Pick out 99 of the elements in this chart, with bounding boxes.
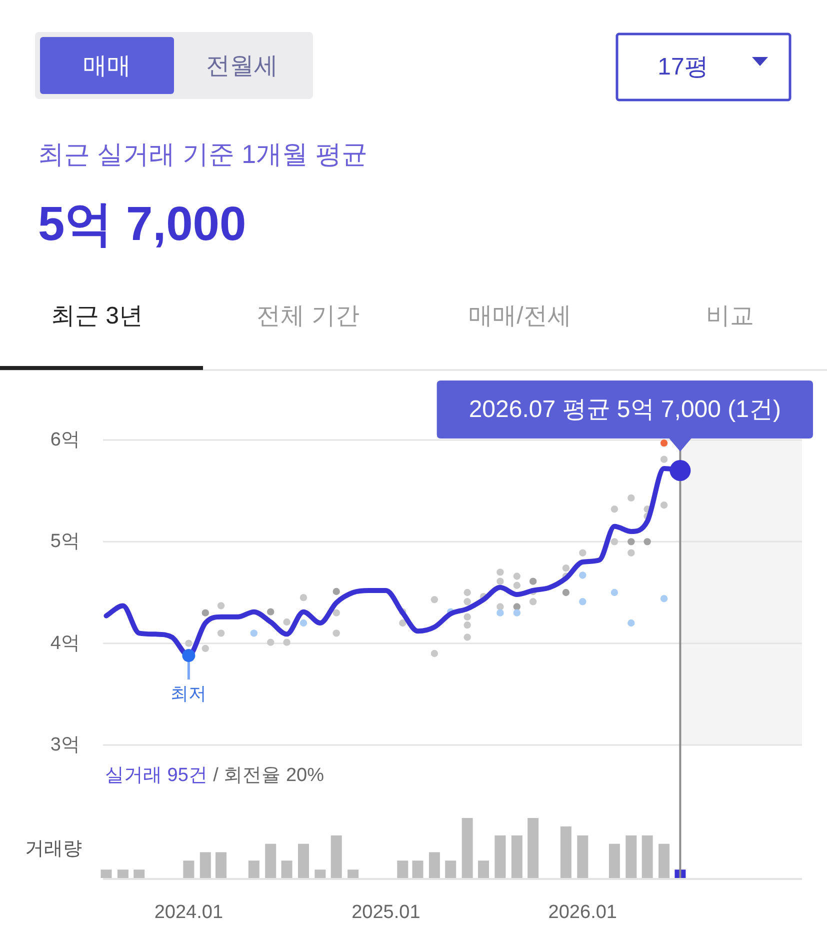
point xyxy=(332,588,340,596)
point xyxy=(332,630,340,637)
bar xyxy=(200,852,211,878)
point xyxy=(513,582,521,589)
point xyxy=(628,549,635,556)
point xyxy=(464,598,471,606)
bar xyxy=(560,826,572,878)
point xyxy=(300,619,308,627)
x-tick-label: 2024.01 xyxy=(154,902,224,923)
point xyxy=(562,564,570,572)
bar xyxy=(511,835,522,878)
annotation: 최저 xyxy=(170,684,207,704)
point xyxy=(430,596,438,604)
point xyxy=(464,613,471,620)
point xyxy=(579,549,586,556)
bar xyxy=(100,870,112,878)
point xyxy=(660,595,668,602)
x-tick-label: 2025.01 xyxy=(352,902,420,923)
bar xyxy=(314,870,326,878)
point xyxy=(513,572,521,580)
bar xyxy=(281,860,292,878)
text: 최근 3년 xyxy=(50,302,144,330)
point xyxy=(332,609,340,616)
point xyxy=(217,602,225,610)
point xyxy=(464,621,471,629)
bar xyxy=(117,870,128,878)
y-tick-label: 4억 xyxy=(50,632,80,654)
text: 최근 실거래 기준 1개월 평균 xyxy=(38,139,368,169)
point xyxy=(283,618,290,626)
point xyxy=(496,603,504,610)
bar xyxy=(528,818,539,878)
text: 전체 기간 xyxy=(256,302,360,330)
point xyxy=(610,506,618,513)
point xyxy=(660,501,668,509)
x-tick-label: 2026.01 xyxy=(548,902,617,923)
y-tick-label: 6억 xyxy=(50,430,80,450)
bar xyxy=(330,835,342,878)
bar xyxy=(248,860,260,878)
point xyxy=(185,640,192,647)
point xyxy=(660,456,668,463)
point xyxy=(513,609,521,616)
bar xyxy=(428,852,440,878)
text: 실거래 95건 xyxy=(105,765,208,786)
point xyxy=(300,594,308,602)
bar xyxy=(445,860,456,878)
point xyxy=(267,608,274,616)
point xyxy=(610,538,618,546)
y-tick-label: 3억 xyxy=(50,734,80,756)
point xyxy=(496,609,504,616)
point xyxy=(579,598,586,606)
point xyxy=(628,538,635,546)
point xyxy=(660,439,668,447)
point xyxy=(579,572,586,579)
y-tick-label: 5억 xyxy=(50,531,80,552)
bar xyxy=(478,860,489,878)
text: 17평 xyxy=(658,54,708,80)
bar xyxy=(134,870,145,878)
bar xyxy=(608,844,620,878)
bar xyxy=(216,852,227,878)
point xyxy=(529,598,537,606)
point xyxy=(399,619,406,627)
bar xyxy=(397,860,408,878)
bar xyxy=(642,835,653,878)
text: 5억 7,000 xyxy=(38,198,246,251)
bar xyxy=(265,844,276,878)
point xyxy=(267,638,274,646)
point xyxy=(496,578,504,585)
point xyxy=(430,650,438,658)
point xyxy=(610,588,618,596)
point xyxy=(464,588,471,596)
point xyxy=(250,630,258,637)
point xyxy=(628,494,635,502)
point xyxy=(496,568,504,576)
point xyxy=(562,588,570,596)
bar xyxy=(462,818,473,878)
point xyxy=(217,630,225,637)
point xyxy=(283,638,290,646)
y-axis-title: 거래량 xyxy=(25,838,82,860)
bar xyxy=(626,835,637,878)
point xyxy=(628,619,635,627)
bar xyxy=(298,844,309,878)
point xyxy=(464,634,471,641)
point xyxy=(513,603,521,610)
text: 비교 xyxy=(706,302,754,330)
point xyxy=(529,578,537,585)
text: / 회전율 20% xyxy=(213,765,324,786)
annotation: 2026.07 평균 5억 7,000 (1건) xyxy=(468,396,781,423)
bar xyxy=(577,835,588,878)
text: 전월세 xyxy=(206,52,278,80)
text: 매매/전세 xyxy=(468,302,572,330)
point xyxy=(644,538,651,546)
bar xyxy=(348,870,359,878)
point xyxy=(202,609,209,616)
text: 매매 xyxy=(83,52,131,80)
bar xyxy=(658,844,670,878)
bar xyxy=(183,860,194,878)
bar xyxy=(494,835,506,878)
bar xyxy=(412,860,424,878)
point xyxy=(202,644,209,652)
